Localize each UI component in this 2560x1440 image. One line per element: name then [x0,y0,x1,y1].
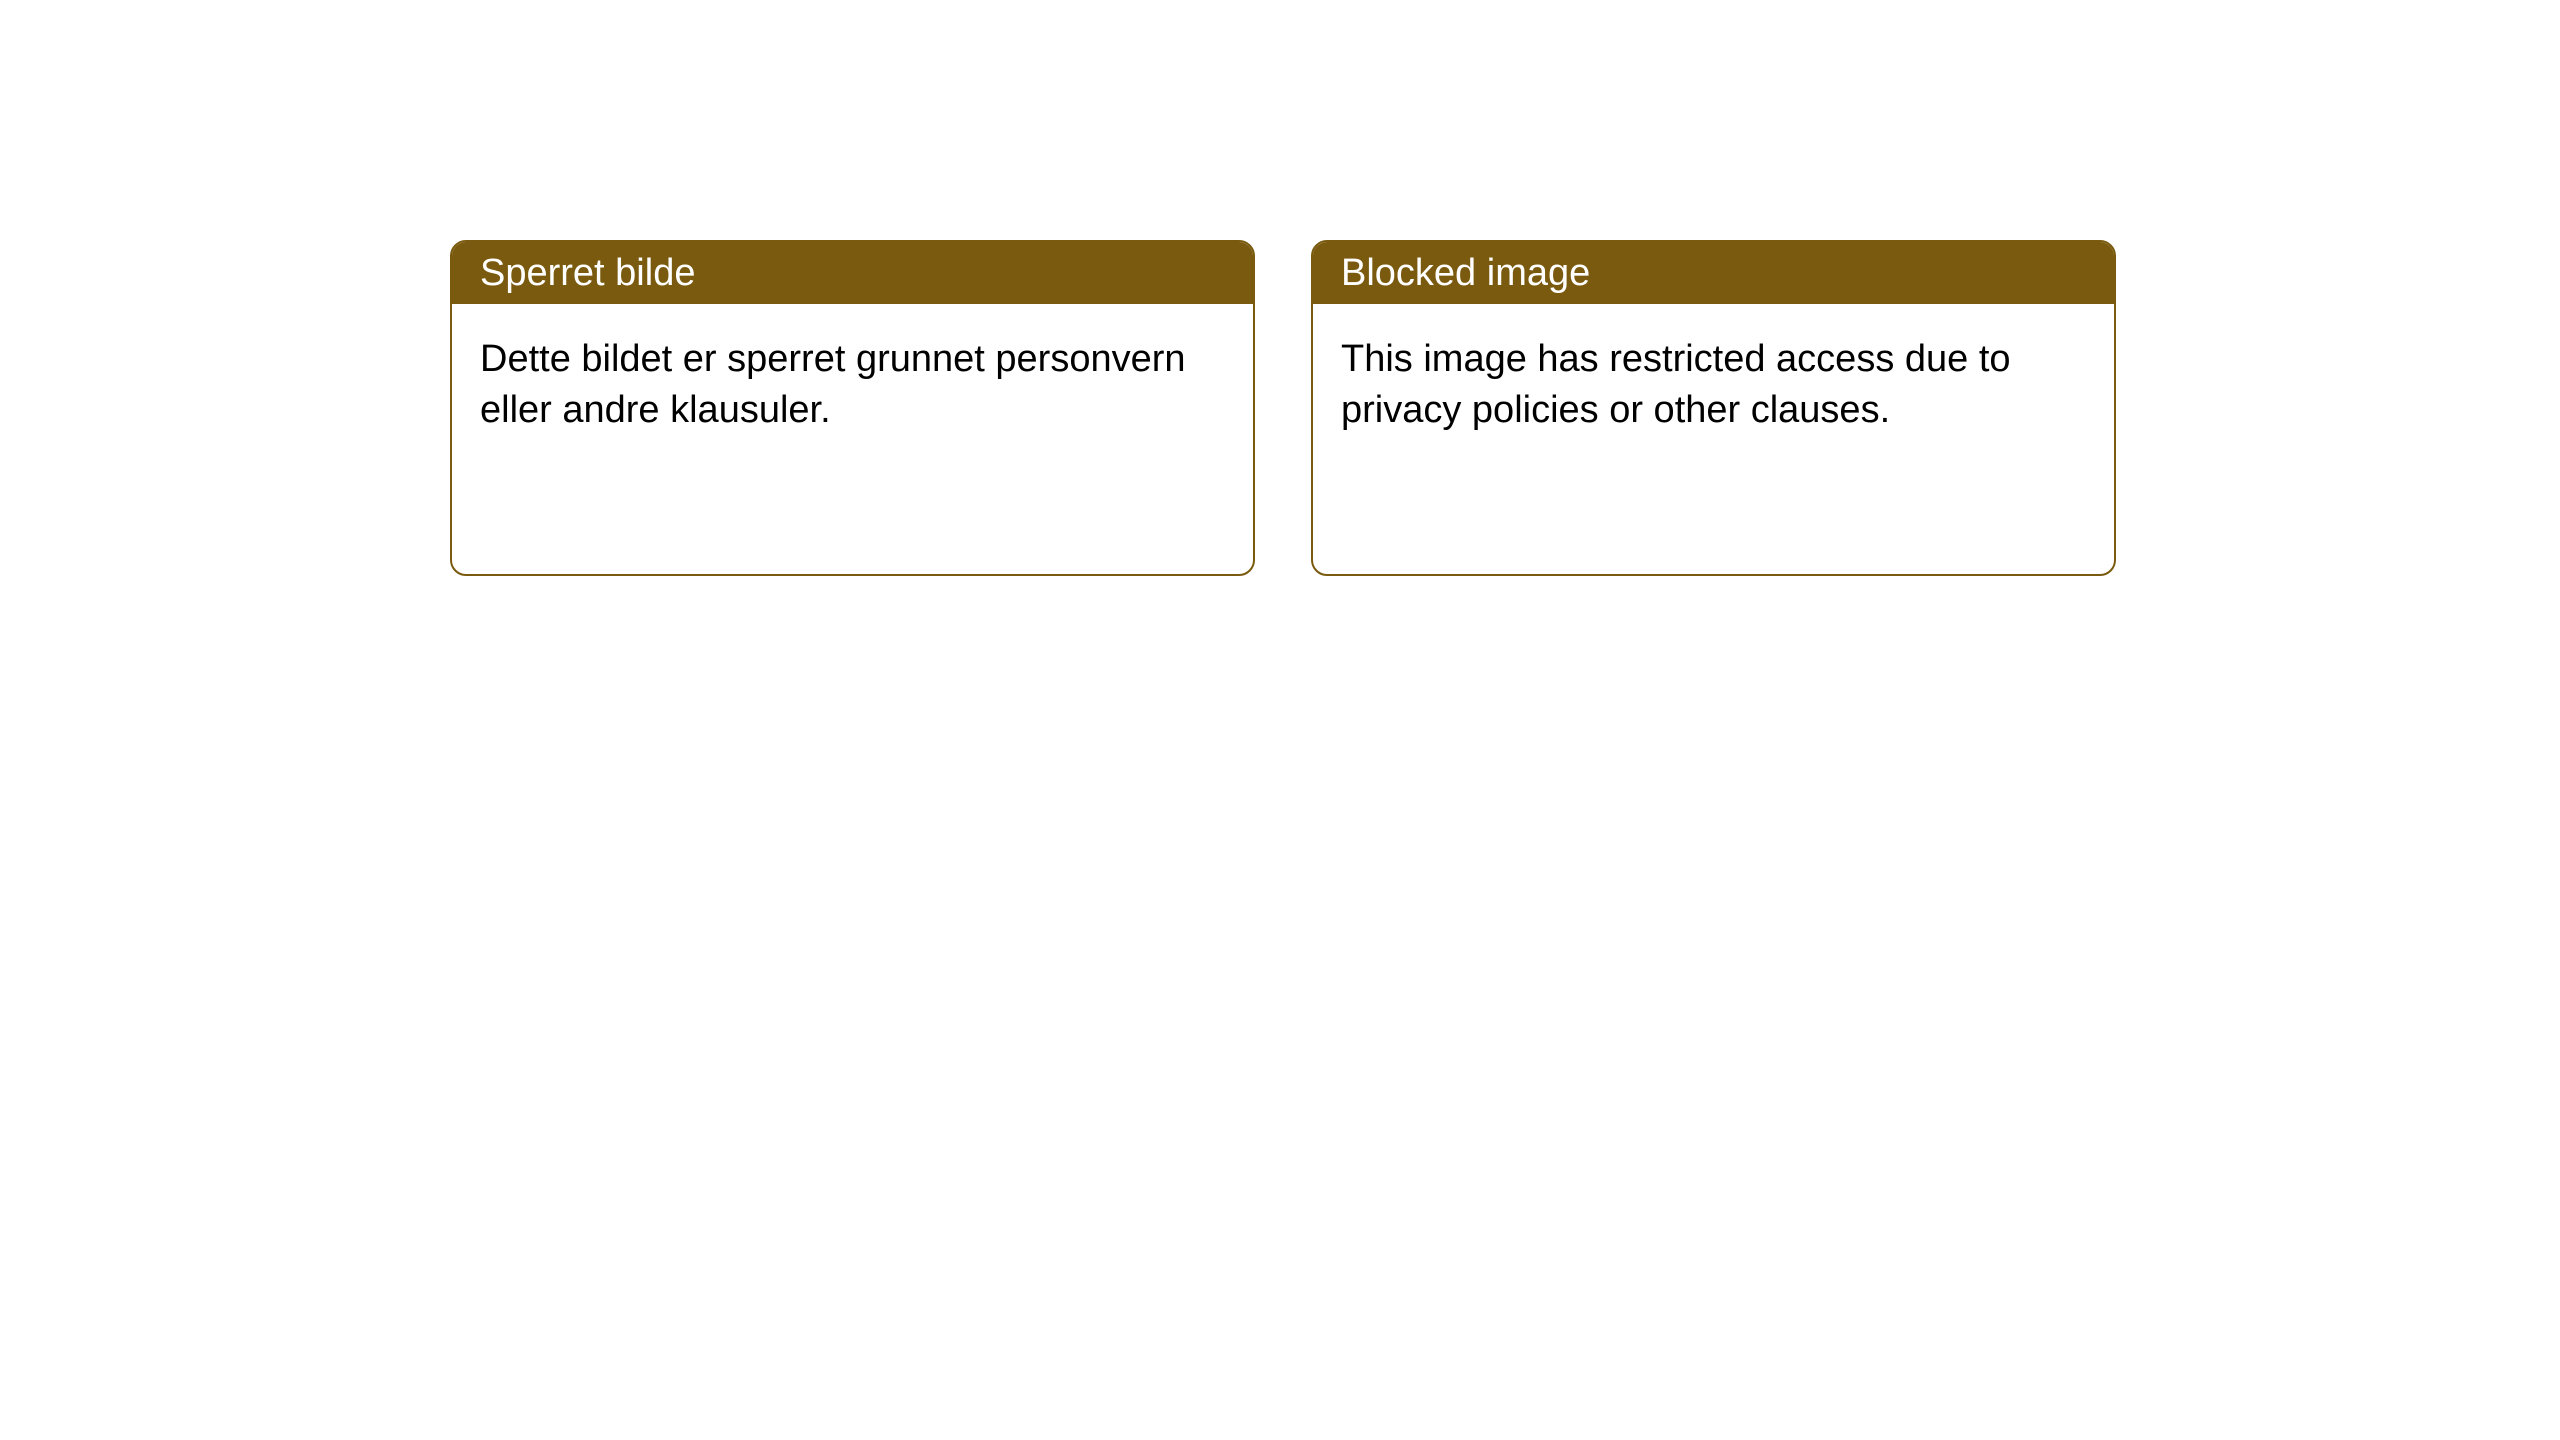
card-text-english: This image has restricted access due to … [1341,338,2011,431]
blocked-image-cards-container: Sperret bilde Dette bildet er sperret gr… [450,240,2116,576]
card-text-norwegian: Dette bildet er sperret grunnet personve… [480,338,1186,431]
card-title-english: Blocked image [1341,252,1590,295]
card-header-norwegian: Sperret bilde [452,242,1253,304]
card-title-norwegian: Sperret bilde [480,252,695,295]
card-body-norwegian: Dette bildet er sperret grunnet personve… [452,304,1253,467]
card-body-english: This image has restricted access due to … [1313,304,2114,467]
card-norwegian: Sperret bilde Dette bildet er sperret gr… [450,240,1255,576]
card-english: Blocked image This image has restricted … [1311,240,2116,576]
card-header-english: Blocked image [1313,242,2114,304]
